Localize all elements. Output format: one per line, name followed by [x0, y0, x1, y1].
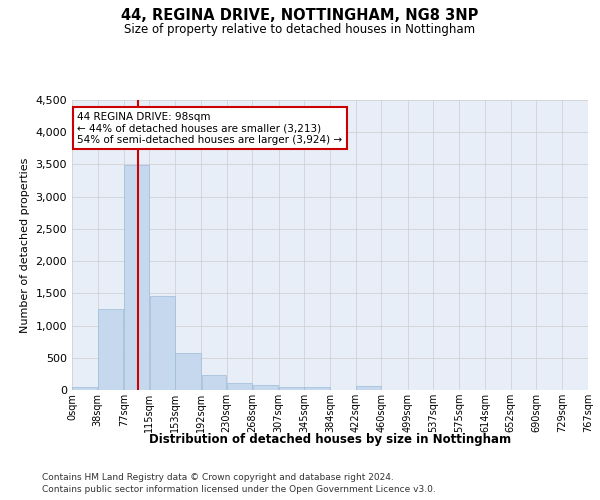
Y-axis label: Number of detached properties: Number of detached properties — [20, 158, 30, 332]
Text: Contains public sector information licensed under the Open Government Licence v3: Contains public sector information licen… — [42, 485, 436, 494]
Bar — [279, 387, 304, 390]
Bar — [124, 165, 149, 390]
Bar — [202, 374, 226, 390]
Text: Distribution of detached houses by size in Nottingham: Distribution of detached houses by size … — [149, 432, 511, 446]
Text: 44, REGINA DRIVE, NOTTINGHAM, NG8 3NP: 44, REGINA DRIVE, NOTTINGHAM, NG8 3NP — [121, 8, 479, 22]
Bar — [227, 382, 252, 390]
Bar — [98, 309, 124, 390]
Bar — [304, 388, 330, 390]
Text: 44 REGINA DRIVE: 98sqm
← 44% of detached houses are smaller (3,213)
54% of semi-: 44 REGINA DRIVE: 98sqm ← 44% of detached… — [77, 112, 343, 145]
Bar — [175, 352, 201, 390]
Bar — [356, 386, 381, 390]
Bar — [253, 385, 278, 390]
Text: Contains HM Land Registry data © Crown copyright and database right 2024.: Contains HM Land Registry data © Crown c… — [42, 472, 394, 482]
Text: Size of property relative to detached houses in Nottingham: Size of property relative to detached ho… — [124, 22, 476, 36]
Bar — [73, 388, 97, 390]
Bar — [150, 296, 175, 390]
